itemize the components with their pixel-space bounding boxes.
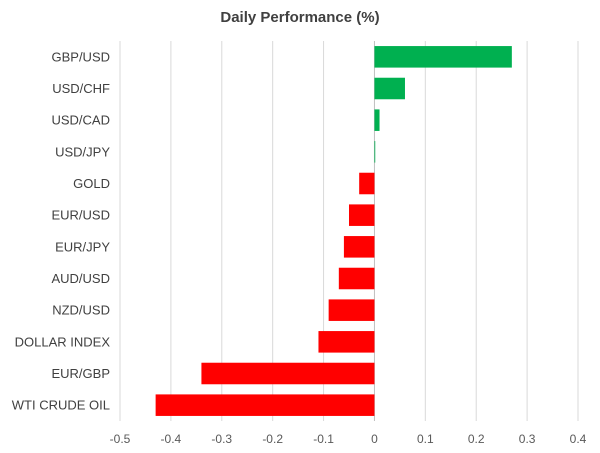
bar-eur-gbp: [201, 362, 375, 385]
bar-nzd-usd: [328, 299, 375, 321]
bars: [155, 46, 512, 416]
x-tick-label: 0.3: [519, 432, 536, 446]
x-tick-label: 0.2: [468, 432, 485, 446]
x-tick-labels: -0.5 -0.4 -0.3 -0.2 -0.1 0 0.1 0.2 0.3 0.4: [110, 432, 587, 446]
category-labels: GBP/USD USD/CHF USD/CAD USD/JPY GOLD EUR/USD E…: [12, 49, 111, 412]
x-tick-label: -0.5: [110, 432, 131, 446]
bar-wti-crude-oil: [155, 394, 375, 416]
x-tick-label: -0.2: [262, 432, 283, 446]
x-tick-label: 0.1: [417, 432, 434, 446]
category-label: GBP/USD: [51, 49, 110, 64]
category-label: AUD/USD: [51, 271, 110, 286]
grid-lines: [119, 41, 579, 421]
bar-usd-chf: [374, 77, 405, 100]
category-label: USD/JPY: [55, 144, 110, 159]
category-label: USD/CHF: [52, 81, 110, 96]
category-label: EUR/JPY: [55, 239, 110, 254]
category-label: DOLLAR INDEX: [15, 334, 111, 349]
category-label: EUR/USD: [51, 208, 110, 223]
x-tick-label: -0.3: [211, 432, 232, 446]
x-tick-label: -0.4: [161, 432, 182, 446]
bar-gold: [359, 172, 375, 195]
bar-eur-jpy: [343, 236, 375, 258]
category-label: NZD/USD: [52, 303, 110, 318]
x-tick-label: 0: [371, 432, 378, 446]
x-tick-label: 0.4: [570, 432, 587, 446]
category-label: EUR/GBP: [51, 366, 110, 381]
bar-usd-jpy: [374, 141, 376, 163]
bar-dollar-index: [318, 331, 375, 353]
bar-eur-usd: [349, 204, 375, 226]
bar-gbp-usd: [374, 46, 512, 68]
category-label: WTI CRUDE OIL: [12, 398, 110, 413]
chart-title: Daily Performance (%): [220, 9, 380, 26]
bar-usd-cad: [374, 109, 380, 131]
bar-aud-usd: [338, 267, 375, 290]
category-label: GOLD: [73, 176, 110, 191]
x-tick-label: -0.1: [313, 432, 334, 446]
category-label: USD/CAD: [51, 113, 110, 128]
